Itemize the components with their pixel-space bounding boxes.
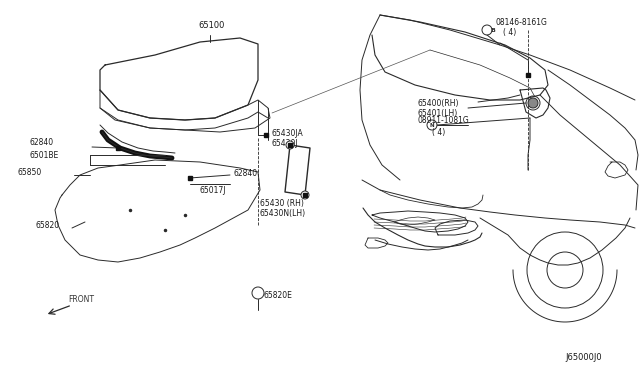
Text: 65820E: 65820E [264,291,293,299]
Text: B: B [491,28,495,32]
Text: ( 4): ( 4) [432,128,445,137]
Text: 65430 (RH): 65430 (RH) [260,199,304,208]
Text: 65430JA: 65430JA [272,128,304,138]
Text: J65000J0: J65000J0 [565,353,602,362]
Text: 08146-8161G: 08146-8161G [495,17,547,26]
Text: 65400(RH): 65400(RH) [418,99,460,108]
Text: 65100: 65100 [198,20,225,29]
Text: 62840: 62840 [30,138,54,147]
Text: 6501BE: 6501BE [30,151,60,160]
Text: 65430N(LH): 65430N(LH) [260,208,306,218]
Text: FRONT: FRONT [68,295,94,305]
Text: ( 4): ( 4) [503,28,516,36]
Text: 65401(LH): 65401(LH) [418,109,458,118]
Text: 65820: 65820 [35,221,59,230]
Circle shape [301,191,309,199]
Text: 65850: 65850 [18,167,42,176]
Text: 65017J: 65017J [200,186,227,195]
Text: 08911-1081G: 08911-1081G [418,115,470,125]
Text: 65430J: 65430J [272,138,299,148]
Circle shape [528,98,538,108]
Text: 62840: 62840 [233,169,257,177]
Text: N: N [429,122,435,128]
Circle shape [286,141,294,149]
